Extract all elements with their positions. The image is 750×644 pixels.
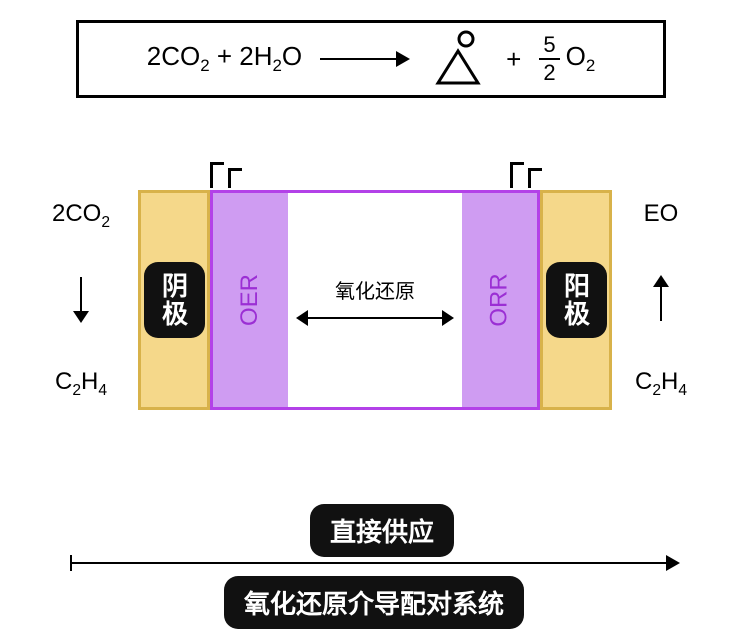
- electrochemical-cell: 阴极 OER 氧化还原 ORR 阳极: [138, 190, 612, 410]
- epoxide-icon: [428, 29, 488, 89]
- left-output-label: C2H4: [55, 368, 107, 400]
- right-input-label: C2H4: [635, 368, 687, 400]
- oer-region: OER: [210, 190, 288, 410]
- electrode-connector-left-icon: [210, 162, 242, 188]
- right-flow-column: EO C2H4: [626, 200, 696, 400]
- direct-supply-label: 直接供应: [310, 504, 454, 557]
- equation-box: 2CO2 + 2H2O + 5 2 O2: [76, 20, 666, 98]
- left-input-label: 2CO2: [52, 200, 110, 232]
- left-flow-column: 2CO2 C2H4: [46, 200, 116, 400]
- arrow-down-icon: [71, 277, 91, 323]
- orr-region: ORR: [462, 190, 540, 410]
- anode-label: 阳极: [546, 262, 607, 338]
- equation-lhs: 2CO2 + 2H2O: [147, 41, 302, 76]
- reaction-arrow-icon: [320, 49, 410, 69]
- equation-plus: +: [506, 44, 521, 75]
- double-arrow-icon: [296, 310, 454, 326]
- equation-rhs: 5 2 O2: [539, 34, 595, 84]
- orr-label: ORR: [486, 273, 514, 326]
- oer-label: OER: [236, 274, 264, 326]
- right-output-label: EO: [644, 200, 679, 228]
- diagram-canvas: 2CO2 + 2H2O + 5 2 O2 2CO2 C2H4 EO: [0, 0, 750, 644]
- electrode-connector-right-icon: [510, 162, 542, 188]
- cathode-label: 阴极: [144, 262, 205, 338]
- arrow-up-icon: [651, 275, 671, 321]
- redox-center-region: 氧化还原: [288, 190, 462, 410]
- redox-label: 氧化还原: [335, 275, 415, 304]
- system-span-arrow-icon: [70, 555, 680, 571]
- anode-region: 阳极: [540, 190, 612, 410]
- o2-term: O2: [566, 41, 596, 76]
- cathode-region: 阴极: [138, 190, 210, 410]
- system-label: 氧化还原介导配对系统: [224, 576, 524, 629]
- fraction-5-2: 5 2: [539, 34, 559, 84]
